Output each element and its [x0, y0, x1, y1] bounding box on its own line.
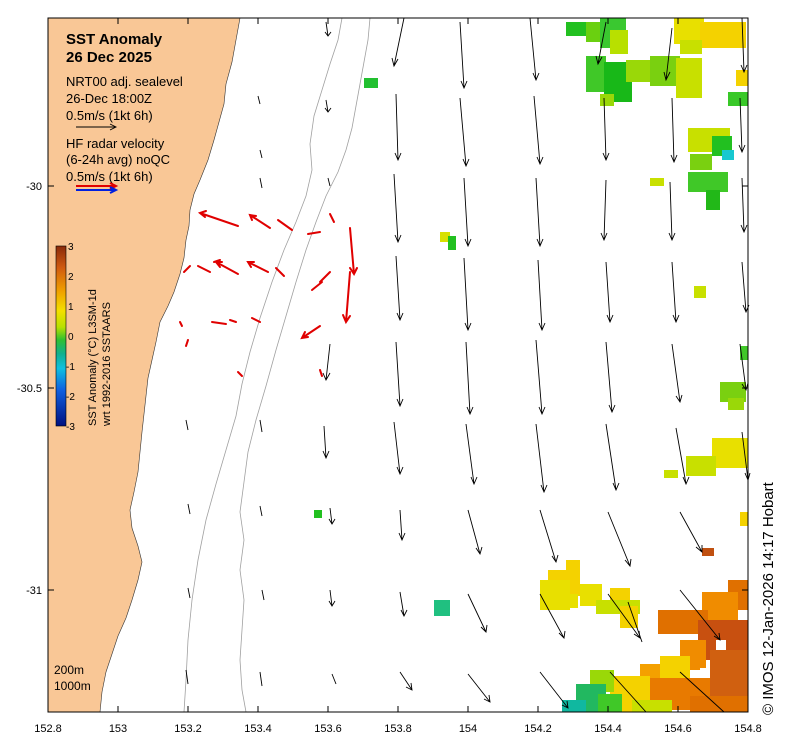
colorbar-label-line2: wrt 1992-2016 SSTAARS [101, 302, 113, 427]
x-tick-label: 153.8 [384, 723, 412, 735]
isobath-200m [183, 17, 343, 713]
colorbar-label-line1: SST Anomaly (°C) L3SM-1d [87, 289, 99, 426]
altimetry-legend-line1: NRT00 adj. sealevel [66, 74, 183, 89]
sst-anomaly-patches [314, 18, 748, 712]
isobath-label-200m: 200m [54, 663, 84, 677]
y-tick-label: -30.5 [17, 383, 42, 395]
altimetry-scale-arrow [76, 123, 118, 131]
x-tick-label: 153.6 [314, 723, 342, 735]
colorbar-tick-label: -1 [66, 362, 75, 373]
y-tick-label: -30 [26, 181, 42, 193]
colorbar [55, 245, 67, 427]
x-tick-label: 153.2 [174, 723, 202, 735]
coastline-land [47, 17, 241, 713]
x-tick-label: 153.4 [244, 723, 272, 735]
radar-scale-label: 0.5m/s (1kt 6h) [66, 169, 153, 184]
x-tick-labels: 152.8 153 153.2 153.4 153.6 153.8 154 15… [34, 723, 762, 735]
altimetry-velocity-arrows [185, 17, 751, 713]
x-axis [47, 18, 749, 712]
altimetry-scale-label: 0.5m/s (1kt 6h) [66, 108, 153, 123]
x-tick-label: 154.6 [664, 723, 692, 735]
colorbar-ticks: 3 2 1 0 -1 -2 -3 [66, 242, 75, 433]
altimetry-legend-line2: 26-Dec 18:00Z [66, 91, 152, 106]
x-tick-label: 152.8 [34, 723, 62, 735]
y-tick-labels: -30 -30.5 -31 [17, 181, 42, 597]
colorbar-tick-label: -3 [66, 422, 75, 433]
map-title-line1: SST Anomaly [66, 31, 163, 48]
colorbar-tick-label: 1 [68, 302, 74, 313]
hf-radar-velocity-arrows [179, 210, 358, 377]
x-tick-label: 154.2 [524, 723, 552, 735]
radar-legend-line2: (6-24h avg) noQC [66, 152, 170, 167]
radar-scale-arrow [76, 182, 119, 194]
credit-text: © IMOS 12-Jan-2026 14:17 Hobart [760, 482, 777, 715]
radar-legend-line1: HF radar velocity [66, 136, 165, 151]
colorbar-tick-label: 3 [68, 242, 74, 253]
y-tick-label: -31 [26, 585, 42, 597]
colorbar-tick-label: 2 [68, 272, 74, 283]
x-tick-label: 154 [459, 723, 477, 735]
x-tick-label: 154.4 [594, 723, 622, 735]
colorbar-tick-label: -2 [66, 392, 75, 403]
x-tick-label: 153 [109, 723, 127, 735]
isobath-label-1000m: 1000m [54, 679, 91, 693]
map-title-line2: 26 Dec 2025 [66, 49, 152, 66]
colorbar-tick-label: 0 [68, 332, 74, 343]
x-tick-label: 154.8 [734, 723, 762, 735]
isobath-1000m [239, 17, 371, 713]
